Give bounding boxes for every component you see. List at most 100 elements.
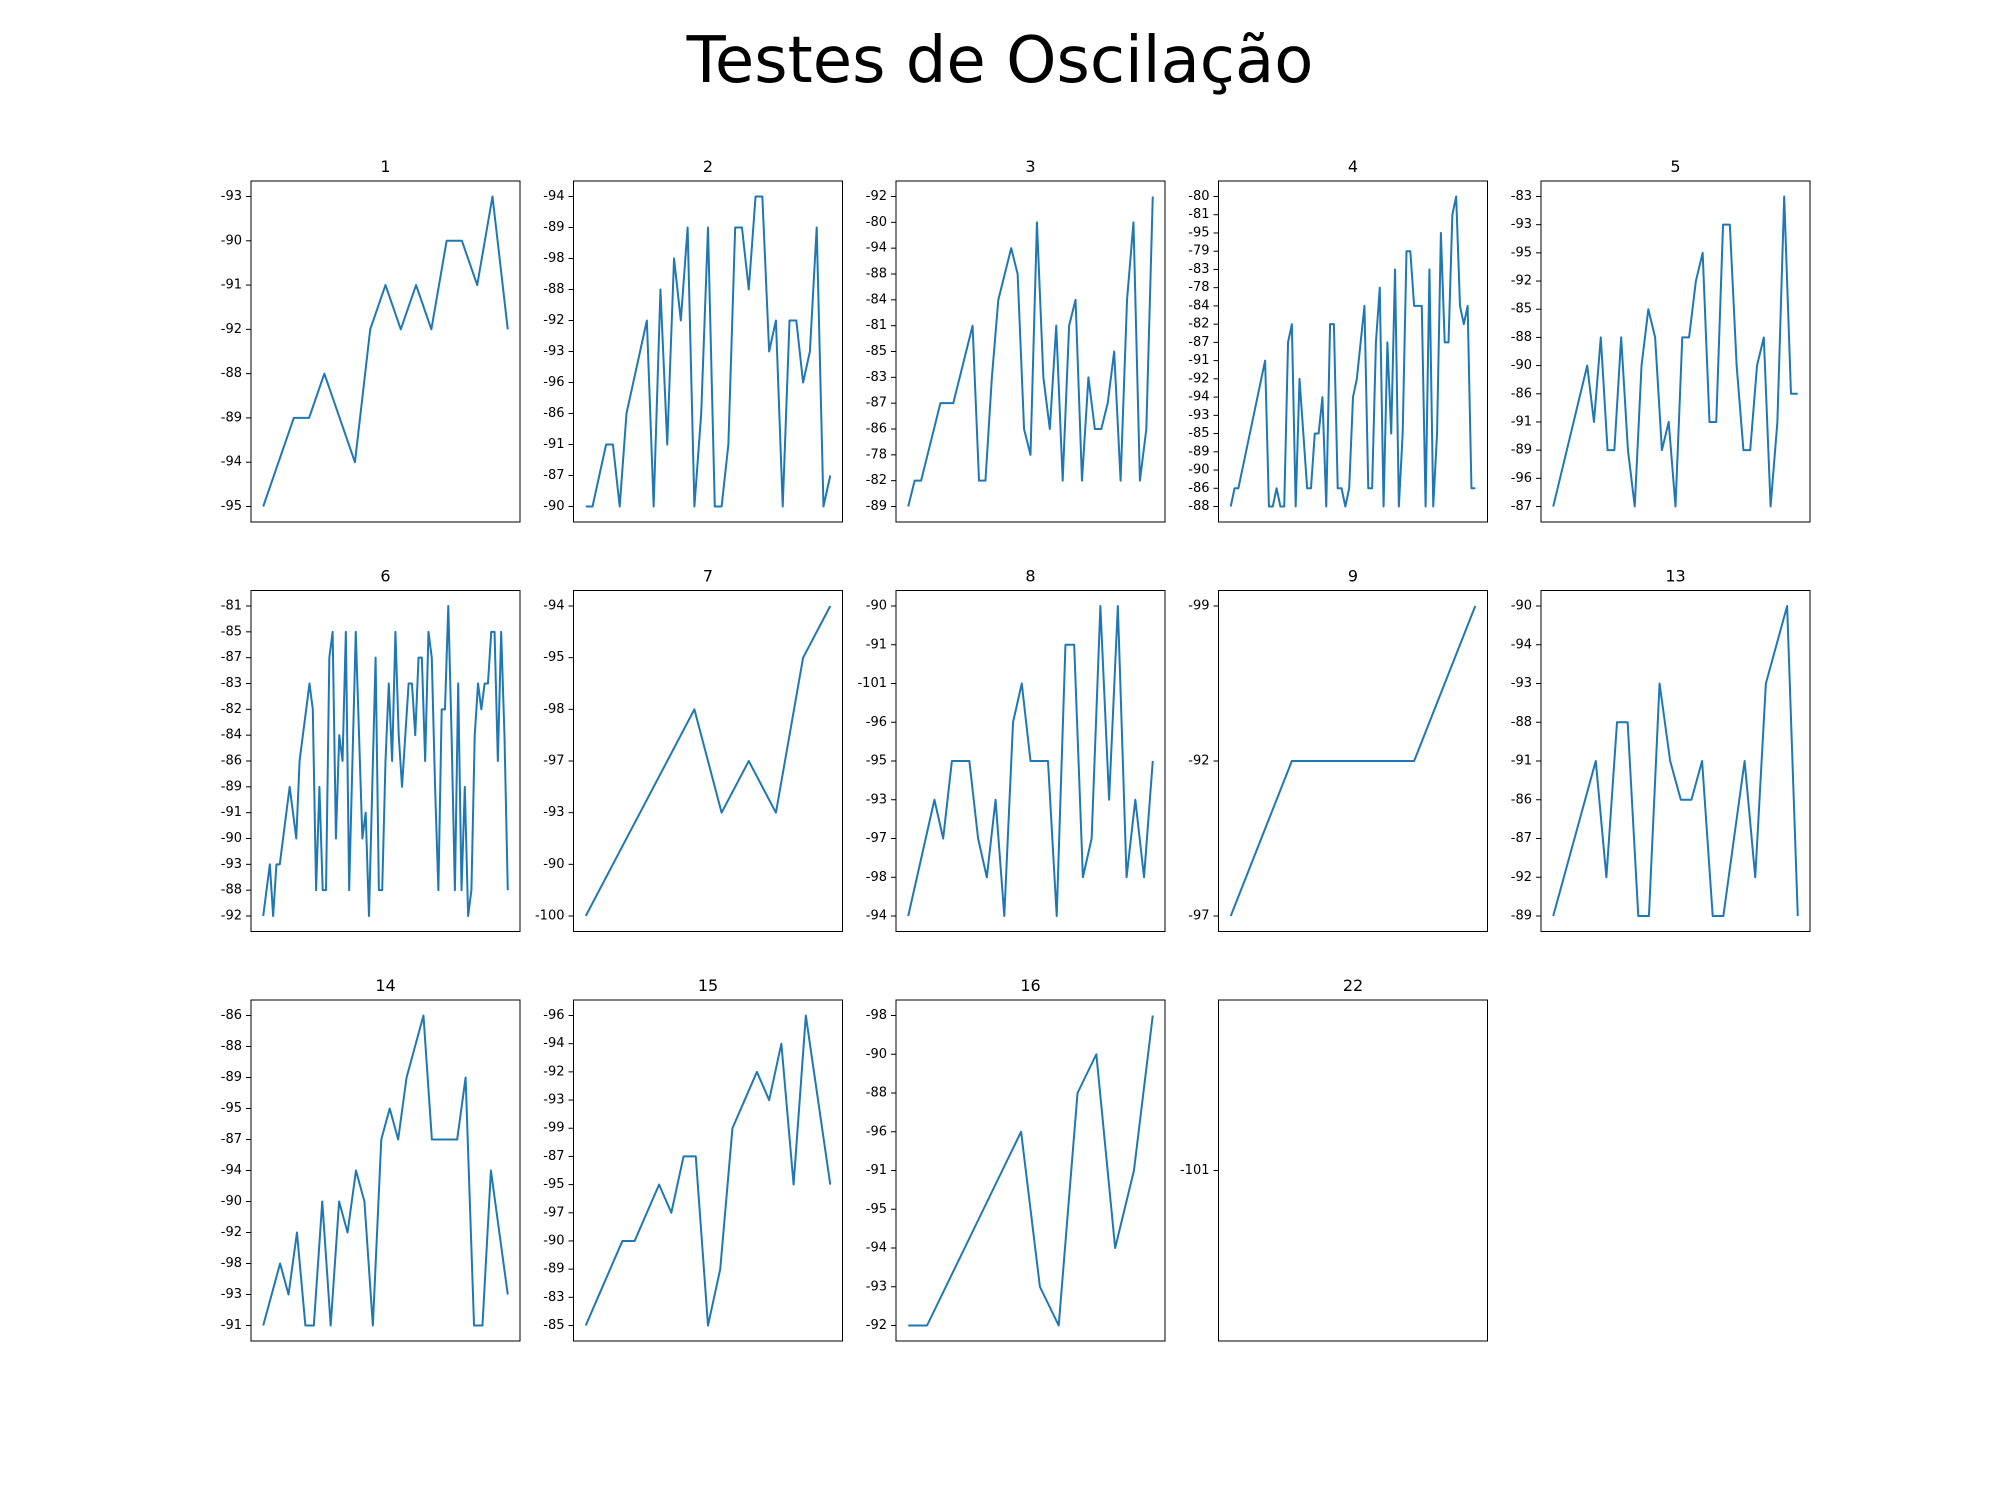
y-tick-label: -92 xyxy=(543,313,564,328)
y-tick-label: -93 xyxy=(543,805,564,820)
y-tick-label: -85 xyxy=(1511,302,1532,317)
y-tick-label: -81 xyxy=(866,318,887,333)
y-tick-label: -97 xyxy=(1188,909,1209,924)
y-tick-label: -89 xyxy=(543,220,564,235)
data-line xyxy=(907,605,1154,917)
y-tick-label: -88 xyxy=(221,366,242,381)
y-tick-label: -94 xyxy=(866,241,887,256)
y-tick-label: -98 xyxy=(866,1008,887,1023)
y-tick-label: -90 xyxy=(221,831,242,846)
y-tick-label: -91 xyxy=(866,637,887,652)
y-tick-label: -89 xyxy=(221,779,242,794)
y-tick-label: -95 xyxy=(543,1177,564,1192)
y-tick-label: -92 xyxy=(543,1064,564,1079)
y-tick-label: -95 xyxy=(1188,225,1209,240)
y-tick-label: -90 xyxy=(1511,358,1532,373)
subplot: 13 -89 -92 -87 -86 -91 -88 -93 -94 -90 xyxy=(1511,567,1811,932)
y-tick-label: -95 xyxy=(221,499,242,514)
data-line xyxy=(1552,195,1798,508)
y-tick-label: -83 xyxy=(221,676,242,691)
subplot: 3 -89 -82 -78 -86 -87 -83 -85 -81 -84 -88 -94 -80 -92 xyxy=(866,157,1166,523)
y-tick-label: -91 xyxy=(221,1318,242,1333)
y-tick-label: -92 xyxy=(221,1225,242,1240)
subplot: 4 -88 -86 -90 -89 -85 -93 -94 -92 -91 -87 -82 -84 -78… xyxy=(1188,157,1488,523)
y-tick-label: -90 xyxy=(866,599,887,614)
axes-frame xyxy=(895,999,1166,1342)
y-tick-label: -91 xyxy=(221,278,242,293)
y-tick-label: -88 xyxy=(1511,715,1532,730)
y-tick-label: -83 xyxy=(1511,189,1532,204)
y-tick-label: -80 xyxy=(1188,189,1209,204)
y-tick-label: -90 xyxy=(543,1233,564,1248)
y-tick-label: -98 xyxy=(543,702,564,717)
data-line xyxy=(585,195,832,508)
y-tick-label: -90 xyxy=(221,233,242,248)
y-tick-label: -92 xyxy=(1511,870,1532,885)
y-tick-label: -95 xyxy=(221,1101,242,1116)
y-tick-label: -98 xyxy=(866,870,887,885)
y-tick-label: -91 xyxy=(543,437,564,452)
y-tick-label: -81 xyxy=(1188,207,1209,222)
y-tick-label: -93 xyxy=(1511,217,1532,232)
y-tick-label: -92 xyxy=(1511,274,1532,289)
data-line xyxy=(1229,195,1476,508)
data-line xyxy=(907,196,1154,507)
y-tick-label: -88 xyxy=(866,1086,887,1101)
y-tick-label: -79 xyxy=(1188,244,1209,259)
subplot-title: 3 xyxy=(1025,157,1035,176)
data-line xyxy=(584,1014,832,1327)
axes-frame xyxy=(573,999,843,1342)
figure-title: Testes de Oscilação xyxy=(686,24,1314,98)
y-tick-label: -92 xyxy=(221,322,242,337)
data-line xyxy=(262,605,509,917)
y-tick-label: -91 xyxy=(866,1163,887,1178)
subplot-title: 6 xyxy=(380,567,390,586)
y-tick-label: -96 xyxy=(866,1124,887,1139)
subplot-title: 7 xyxy=(703,567,713,586)
y-tick-label: -85 xyxy=(221,624,242,639)
y-tick-label: -83 xyxy=(1188,262,1209,277)
y-tick-label: -94 xyxy=(543,599,564,614)
y-tick-label: -93 xyxy=(221,857,242,872)
y-tick-label: -93 xyxy=(543,344,564,359)
y-tick-label: -78 xyxy=(1188,280,1209,295)
data-line xyxy=(908,1015,1154,1327)
y-tick-label: -97 xyxy=(866,831,887,846)
axes-frame xyxy=(250,999,521,1342)
y-tick-label: -97 xyxy=(543,1205,564,1220)
y-tick-label: -93 xyxy=(1188,408,1209,423)
y-tick-label: -87 xyxy=(1511,499,1532,514)
y-tick-label: -100 xyxy=(535,909,565,924)
axes-frame xyxy=(1218,999,1488,1342)
subplot: 22 -101 xyxy=(1180,976,1488,1342)
y-tick-label: -94 xyxy=(1511,637,1532,652)
y-tick-label: -93 xyxy=(221,1287,242,1302)
y-tick-label: -91 xyxy=(1188,353,1209,368)
axes-frame xyxy=(250,180,521,523)
y-tick-label: -90 xyxy=(1511,599,1532,614)
y-tick-label: -92 xyxy=(1188,371,1209,386)
y-tick-label: -98 xyxy=(543,251,564,266)
y-tick-label: -89 xyxy=(1188,444,1209,459)
y-tick-label: -84 xyxy=(1188,298,1209,313)
y-tick-label: -90 xyxy=(543,499,564,514)
y-tick-label: -92 xyxy=(221,909,242,924)
y-tick-label: -94 xyxy=(221,1163,242,1178)
axes-frame xyxy=(1540,590,1811,932)
y-tick-label: -95 xyxy=(866,754,887,769)
subplot: 2 -90 -87 -91 -86 -96 -93 -92 -88 -98 -89 -94 xyxy=(543,157,843,523)
data-line xyxy=(584,605,832,917)
subplot-title: 22 xyxy=(1343,976,1363,995)
subplot: 8 -94 -98 -97 -93 -95 -96 -101 -91 -90 xyxy=(857,567,1166,932)
y-tick-label: -89 xyxy=(221,410,242,425)
y-tick-label: -86 xyxy=(221,1008,242,1023)
y-tick-label: -89 xyxy=(1511,443,1532,458)
subplot-title: 4 xyxy=(1348,157,1358,176)
axes-frame xyxy=(1218,180,1488,523)
y-tick-label: -95 xyxy=(866,1202,887,1217)
y-tick-label: -93 xyxy=(866,792,887,807)
y-tick-label: -87 xyxy=(1511,831,1532,846)
y-tick-label: -86 xyxy=(1511,386,1532,401)
y-tick-label: -91 xyxy=(1511,414,1532,429)
y-tick-label: -91 xyxy=(1511,754,1532,769)
